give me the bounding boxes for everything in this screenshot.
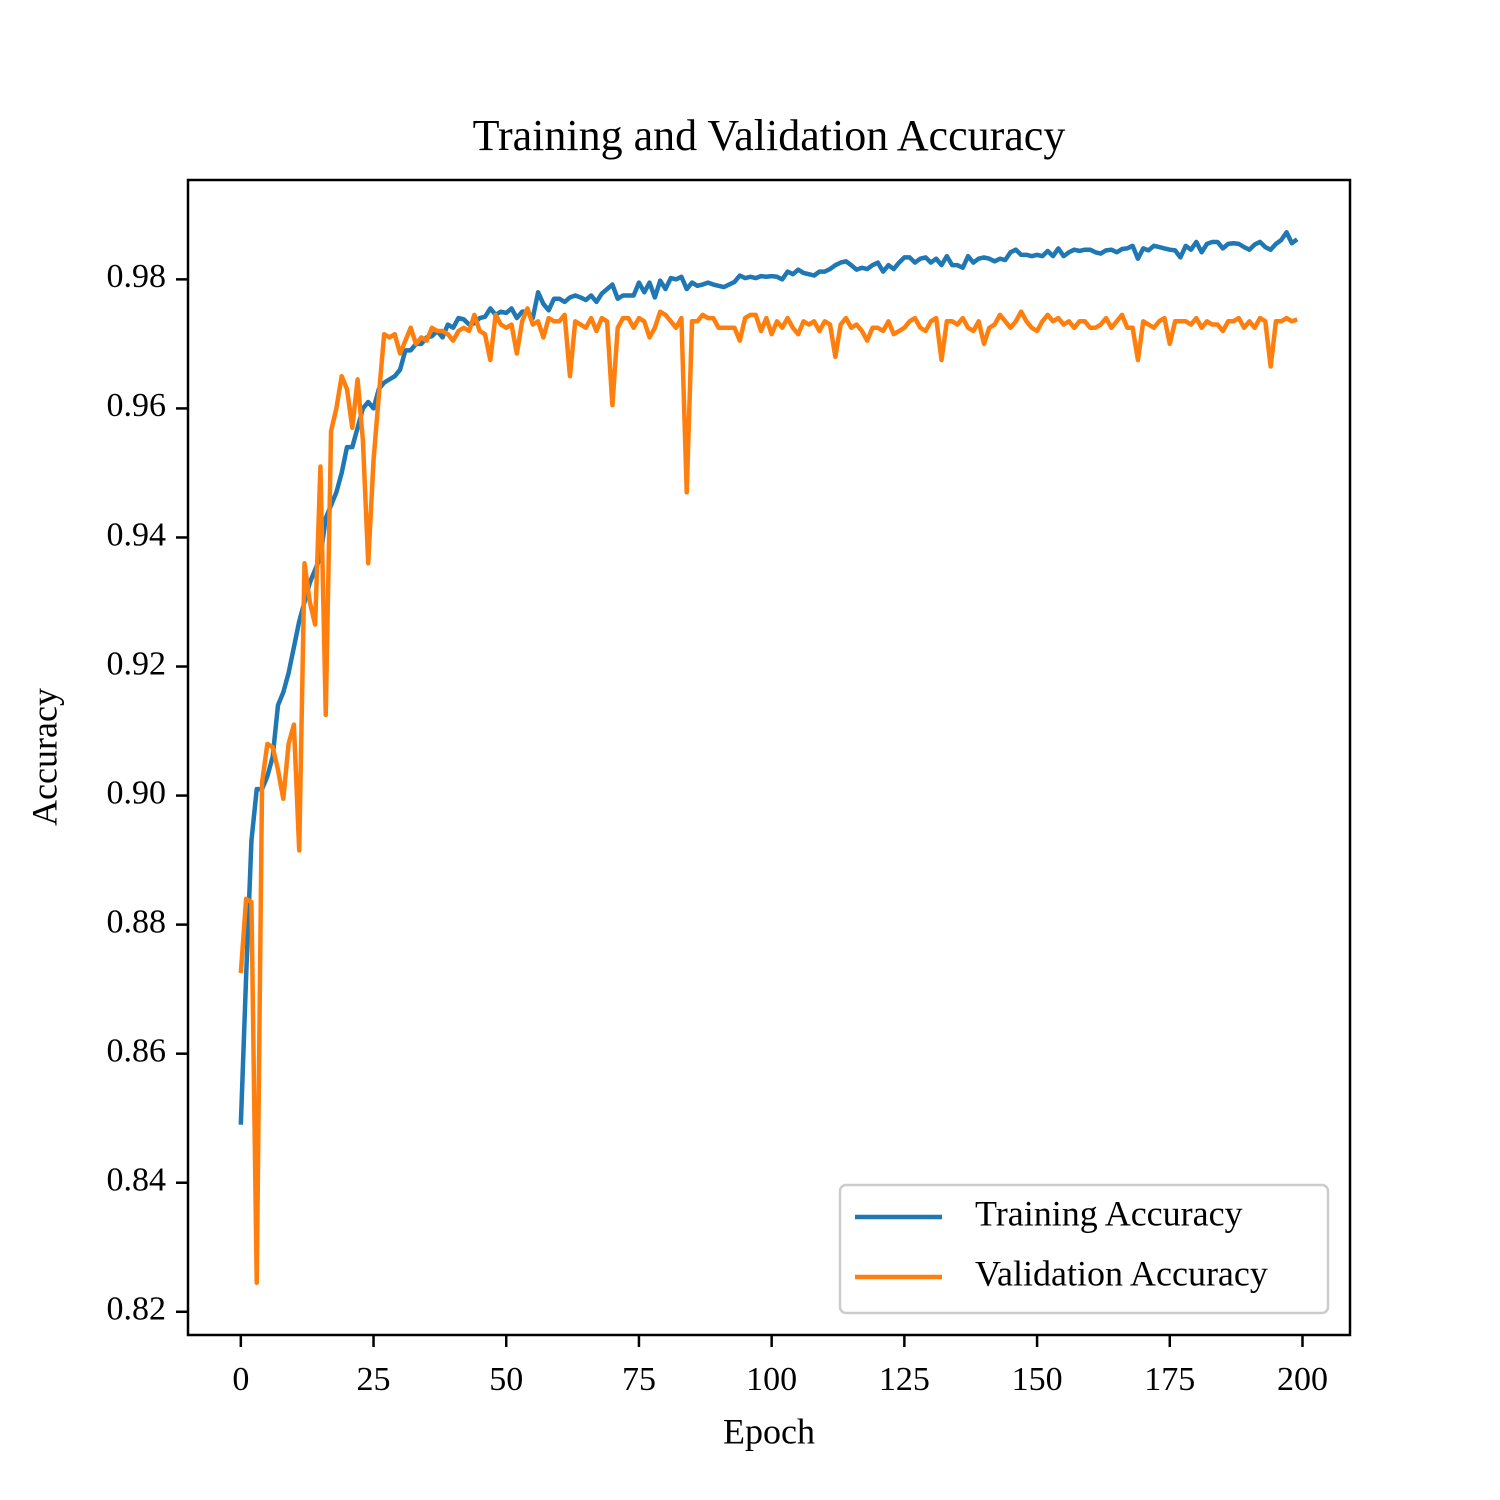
y-tick-label: 0.98	[107, 258, 167, 295]
y-tick-label: 0.96	[107, 387, 167, 424]
x-tick-label: 50	[489, 1361, 523, 1398]
legend-label: Training Accuracy	[975, 1193, 1243, 1233]
x-tick-label: 200	[1277, 1361, 1328, 1398]
y-axis-label: Accuracy	[24, 688, 64, 826]
y-tick-label: 0.84	[107, 1162, 167, 1199]
x-tick-label: 0	[232, 1361, 249, 1398]
x-tick-label: 100	[746, 1361, 797, 1398]
x-tick-label: 25	[357, 1361, 391, 1398]
y-tick-label: 0.88	[107, 903, 167, 940]
legend-label: Validation Accuracy	[975, 1253, 1268, 1293]
y-tick-label: 0.86	[107, 1032, 167, 1069]
legend-box	[838, 1183, 1330, 1315]
chart-title: Training and Validation Accuracy	[473, 111, 1066, 160]
data-line	[238, 306, 1298, 1285]
y-tick-label: 0.82	[107, 1291, 167, 1328]
y-tick-label: 0.92	[107, 645, 167, 682]
y-tick-label: 0.94	[107, 516, 167, 553]
x-tick-label: 125	[879, 1361, 930, 1398]
x-axis-label: Epoch	[723, 1411, 815, 1451]
plot-frame	[186, 178, 1352, 1337]
x-tick-label: 75	[622, 1361, 656, 1398]
x-tick-label: 175	[1144, 1361, 1195, 1398]
x-tick-label: 150	[1012, 1361, 1063, 1398]
y-tick-label: 0.90	[107, 774, 167, 811]
